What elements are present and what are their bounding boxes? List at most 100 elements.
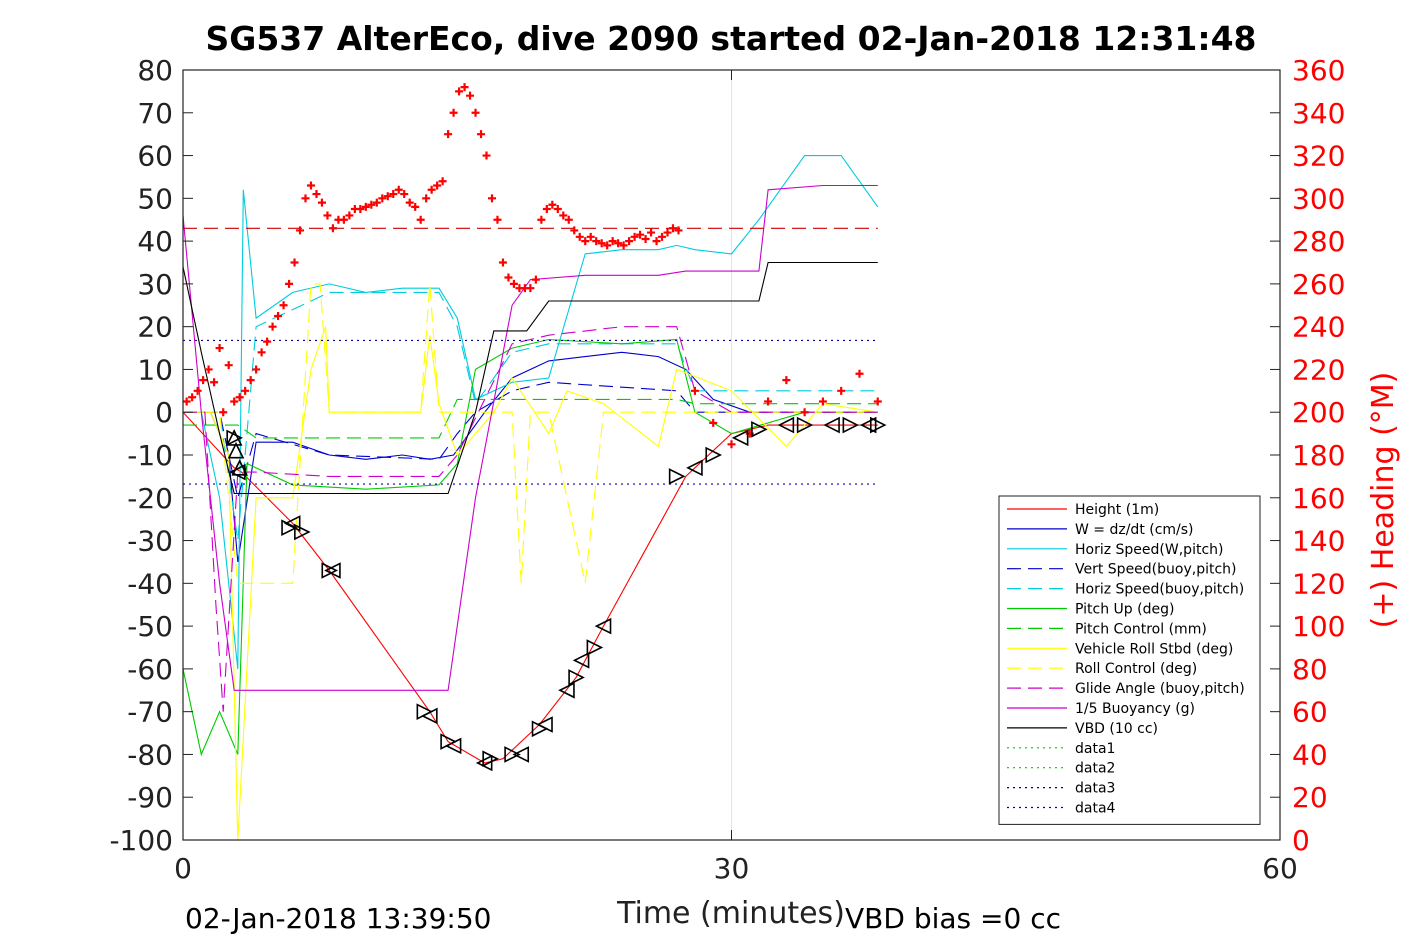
y2-tick-label: 100 <box>1292 610 1345 643</box>
marker-triangle-up <box>227 441 245 459</box>
y-tick-label: 20 <box>137 311 173 344</box>
marker-layer <box>225 416 887 772</box>
y-tick-label: 80 <box>137 54 173 87</box>
y-tick-label: 30 <box>137 268 173 301</box>
heading-point <box>224 361 233 370</box>
y2-tick-label: 160 <box>1292 482 1345 515</box>
marker-triangle-left <box>731 429 749 447</box>
y2-tick-label: 280 <box>1292 225 1345 258</box>
series-line-6 <box>183 398 878 439</box>
heading-point <box>608 237 617 246</box>
heading-point <box>444 130 453 139</box>
legend-entry-2: Horiz Speed(W,pitch) <box>1075 542 1223 558</box>
legend-entry-8: Roll Control (deg) <box>1075 661 1197 677</box>
y-tick-label: -70 <box>127 696 173 729</box>
heading-point <box>559 211 568 220</box>
heading-point <box>389 190 398 199</box>
heading-point <box>482 151 491 160</box>
marker-triangle-left <box>512 746 530 763</box>
heading-point <box>328 224 337 233</box>
heading-point <box>301 194 310 203</box>
legend-entry-5: Pitch Up (deg) <box>1075 602 1174 618</box>
heading-point <box>416 215 425 224</box>
marker-triangle-right <box>568 669 585 686</box>
legend-entry-11: VBD (10 cc) <box>1075 721 1158 737</box>
heading-point <box>668 224 677 233</box>
tick-layer: 80706050403020100-10-20-30-40-50-60-70-8… <box>109 54 1345 885</box>
heading-point <box>537 215 546 224</box>
heading-point <box>246 376 255 385</box>
heading-point <box>652 237 661 246</box>
y-tick-label: 10 <box>137 353 173 386</box>
y2-tick-label: 260 <box>1292 268 1345 301</box>
series-line-10 <box>183 184 878 691</box>
heading-point <box>614 239 623 248</box>
heading-point <box>630 232 639 241</box>
series-line-4 <box>183 291 878 541</box>
heading-point <box>526 284 535 293</box>
heading-point <box>235 393 244 402</box>
heading-point <box>383 192 392 201</box>
marker-triangle-left <box>324 562 341 579</box>
y-tick-label: 60 <box>137 140 173 173</box>
heading-point <box>764 397 773 406</box>
legend-entry-14: data3 <box>1075 781 1115 797</box>
heading-point <box>658 232 667 241</box>
heading-point <box>674 226 683 235</box>
legend-entry-7: Vehicle Roll Stbd (deg) <box>1075 641 1233 657</box>
marker-triangle-right <box>751 421 768 438</box>
marker-triangle-right <box>416 703 434 720</box>
heading-point <box>709 418 718 427</box>
heading-point <box>188 393 197 402</box>
y2-tick-label: 360 <box>1292 54 1345 87</box>
marker-triangle-left <box>572 652 590 669</box>
heading-point <box>727 440 736 449</box>
heading-point <box>647 228 656 237</box>
heading-point <box>498 258 507 267</box>
heading-point <box>641 234 650 243</box>
marker-triangle-right <box>226 429 243 447</box>
heading-point <box>471 108 480 117</box>
heading-point <box>619 241 628 250</box>
y2-tick-label: 180 <box>1292 439 1345 472</box>
heading-point <box>219 408 228 417</box>
heading-point <box>570 226 579 235</box>
heading-point <box>394 185 403 194</box>
y2-tick-label: 60 <box>1292 696 1328 729</box>
marker-triangle-right <box>842 416 860 434</box>
heading-point <box>531 275 540 284</box>
y-tick-label: 40 <box>137 225 173 258</box>
marker-triangle-up <box>225 429 243 446</box>
y2-tick-label: 120 <box>1292 567 1345 600</box>
legend-entry-1: W = dz/dt (cm/s) <box>1075 522 1194 538</box>
heading-point <box>581 237 590 246</box>
heading-point <box>466 91 475 100</box>
heading-point <box>663 228 672 237</box>
legend-box <box>998 495 1261 825</box>
heading-point <box>323 211 332 220</box>
heading-point <box>257 348 266 357</box>
y-tick-label: -20 <box>127 482 173 515</box>
x-tick-label: 60 <box>1262 852 1298 885</box>
y-tick-label: -100 <box>109 824 173 857</box>
heading-point <box>378 194 387 203</box>
series-line-11 <box>183 261 878 495</box>
heading-point <box>542 205 551 214</box>
legend-entry-13: data2 <box>1075 761 1115 777</box>
marker-triangle-right <box>504 746 521 763</box>
marker-triangle-right <box>705 446 723 464</box>
heading-point <box>636 230 645 239</box>
legend-entry-6: Pitch Control (mm) <box>1075 621 1207 637</box>
legend-entry-12: data1 <box>1075 741 1115 757</box>
series-line-0 <box>183 411 878 764</box>
footer-timestamp: 02-Jan-2018 13:39:50 <box>185 902 491 935</box>
heading-point <box>356 205 365 214</box>
marker-triangle-right <box>321 562 339 579</box>
heading-point <box>405 198 414 207</box>
marker-triangle-left <box>594 617 612 635</box>
heading-point <box>592 237 601 246</box>
heading-point <box>263 337 272 346</box>
heading-point <box>438 177 447 186</box>
heading-point <box>411 202 420 211</box>
legend-entry-15: data4 <box>1075 801 1116 817</box>
